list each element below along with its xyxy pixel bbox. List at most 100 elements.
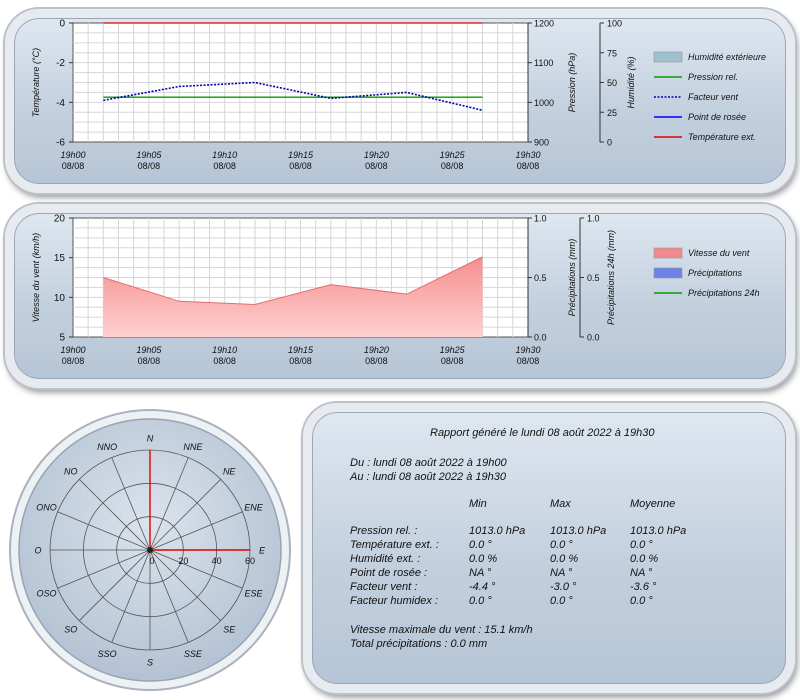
- report-row-avg: 0.0 °: [630, 595, 653, 607]
- legend-label: Humidité extérieure: [688, 52, 766, 62]
- rose-direction-label: ESE: [244, 588, 263, 598]
- x-tick-label: 19h00: [60, 150, 85, 160]
- report-row-avg: -3.6 °: [630, 581, 657, 593]
- x-tick-label: 19h15: [288, 345, 314, 355]
- rose-spoke: [111, 549, 151, 643]
- report-row-label: Humidité ext. :: [350, 553, 421, 565]
- x-tick-date: 08/08: [62, 356, 85, 366]
- x-tick-label: 19h05: [136, 345, 162, 355]
- legend-label: Précipitations: [688, 268, 743, 278]
- report-row-avg: 0.0 °: [630, 539, 653, 551]
- legend-swatch: [653, 267, 683, 279]
- rose-direction-label: ONO: [36, 503, 57, 513]
- rose-direction-label: O: [34, 546, 41, 556]
- y-tick-label: 15: [54, 253, 66, 264]
- right2-tick-label: 0: [607, 138, 612, 148]
- right-axis-2-label: Humidité (%): [626, 56, 636, 108]
- legend-label: Pression rel.: [688, 72, 738, 82]
- report-period-from: Du : lundi 08 août 2022 à 19h00: [350, 457, 507, 469]
- legend-label: Vitesse du vent: [688, 248, 750, 258]
- report-row-min: 0.0 °: [469, 595, 492, 607]
- y-tick-label: -6: [56, 138, 65, 149]
- report-row-min: 1013.0 hPa: [469, 525, 526, 537]
- report-period-to: Au : lundi 08 août 2022 à 19h30: [350, 471, 506, 483]
- report-row-label: Température ext. :: [350, 539, 439, 551]
- y-axis-label: Vitesse du vent (km/h): [31, 233, 41, 322]
- report-row-max: -3.0 °: [550, 581, 577, 593]
- wind-precipitation-chart: 20 15 10 5 Vitesse du vent (km/h) 1.0 0.5 0.0 Pr…: [31, 214, 760, 367]
- report-row-max: 1013.0 hPa: [550, 525, 607, 537]
- y-tick-label: 0: [59, 19, 65, 30]
- wind-rose-chart: N NNE NE ENE E ESE SE SSE S SSO SO OSO O ONO NO NNO 0 20 4…: [9, 409, 291, 691]
- weather-chart-panel: 0 -2 -4 -6 Température (°C) 1200 1100 1000 900 Pr…: [5, 9, 795, 193]
- legend-label: Précipitations 24h: [688, 288, 760, 298]
- report-row-avg: 1013.0 hPa: [630, 525, 687, 537]
- x-tick-label: 19h20: [364, 150, 389, 160]
- rose-direction-label: NE: [223, 466, 236, 476]
- x-tick-date: 08/08: [441, 356, 464, 366]
- x-tick-date: 08/08: [289, 356, 312, 366]
- rose-direction-label: NO: [64, 466, 78, 476]
- right-axis-1-label: Précipitations (mm): [567, 239, 577, 317]
- rose-spoke: [149, 549, 243, 589]
- x-tick-date: 08/08: [517, 356, 540, 366]
- x-tick-date: 08/08: [213, 356, 236, 366]
- right-tick-label: 1100: [534, 58, 553, 68]
- report-row-label: Point de rosée :: [350, 567, 428, 579]
- rose-spoke: [79, 549, 151, 621]
- report-row-label: Facteur humidex :: [350, 595, 439, 607]
- x-tick-label: 19h30: [515, 345, 540, 355]
- right2-tick-label: 75: [607, 48, 617, 58]
- x-tick-date: 08/08: [365, 356, 388, 366]
- rose-direction-label: SSO: [98, 649, 117, 659]
- report-row-max: 0.0 %: [550, 553, 579, 565]
- right-axis-1-label: Pression (hPa): [567, 53, 577, 113]
- rose-direction-label: N: [147, 434, 154, 444]
- x-tick-label: 19h25: [440, 345, 466, 355]
- right-tick-label: 1.0: [534, 214, 547, 224]
- right-tick-label: 0.0: [534, 333, 547, 343]
- rose-direction-label: SO: [64, 625, 77, 635]
- right2-tick-label: 100: [607, 19, 622, 29]
- x-tick-label: 19h10: [212, 345, 237, 355]
- right2-tick-label: 0.0: [587, 333, 600, 343]
- right-tick-label: 1200: [534, 19, 554, 29]
- x-tick-date: 08/08: [138, 356, 161, 366]
- right2-tick-label: 25: [607, 108, 617, 118]
- right2-tick-label: 0.5: [587, 273, 600, 283]
- x-tick-date: 08/08: [365, 161, 388, 171]
- x-tick-label: 19h05: [136, 150, 162, 160]
- x-tick-label: 19h25: [440, 150, 466, 160]
- rose-spoke: [111, 457, 151, 551]
- rose-spoke: [149, 511, 243, 551]
- series-line: [103, 81, 483, 112]
- rose-center: [147, 547, 153, 553]
- report-row-min: NA °: [469, 567, 492, 579]
- rose-spoke: [57, 549, 151, 589]
- rose-direction-label: OSO: [37, 588, 57, 598]
- x-tick-date: 08/08: [289, 161, 312, 171]
- x-tick-label: 19h20: [364, 345, 389, 355]
- series-area: [103, 256, 483, 337]
- rose-direction-label: SSE: [184, 649, 203, 659]
- report-row-max: 0.0 °: [550, 539, 573, 551]
- report-header-avg: Moyenne: [630, 498, 676, 510]
- rose-direction-label: SE: [223, 625, 236, 635]
- legend-label: Facteur vent: [688, 92, 739, 102]
- rose-spoke: [149, 549, 221, 621]
- report-row-avg: NA °: [630, 567, 653, 579]
- report-row-min: -4.4 °: [469, 581, 496, 593]
- grid: [73, 23, 528, 142]
- rose-radial-tick: 20: [178, 556, 188, 566]
- x-tick-date: 08/08: [138, 161, 161, 171]
- x-tick-label: 19h30: [515, 150, 540, 160]
- y-tick-label: -2: [56, 58, 65, 69]
- right-tick-label: 900: [534, 138, 549, 148]
- rose-direction-label: E: [259, 546, 266, 556]
- rose-direction-label: S: [147, 658, 153, 668]
- x-tick-label: 19h15: [288, 150, 314, 160]
- report-row-max: 0.0 °: [550, 595, 573, 607]
- report-row-min: 0.0 %: [469, 553, 498, 565]
- report-header-min: Min: [469, 498, 487, 510]
- report-row-max: NA °: [550, 567, 573, 579]
